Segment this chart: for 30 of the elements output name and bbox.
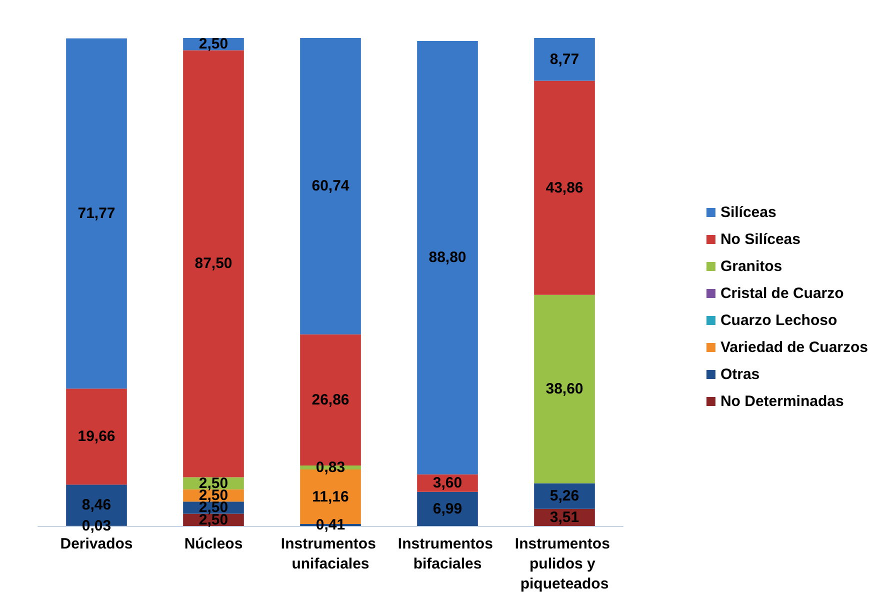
data-label: 60,74 xyxy=(312,178,350,195)
data-label: 6,99 xyxy=(432,500,462,518)
data-label: 2,50 xyxy=(198,36,228,53)
legend-label: Cuarzo Lechoso xyxy=(720,312,838,329)
x-tick-label: Instrumentos pulidos y piqueteados xyxy=(514,536,614,592)
data-label: 3,60 xyxy=(432,474,462,492)
data-label: 38,60 xyxy=(546,380,584,398)
data-label: 5,26 xyxy=(550,488,580,505)
x-tick-label: Núcleos xyxy=(184,536,243,552)
x-tick-label: Derivados xyxy=(60,536,133,552)
data-label: 2,50 xyxy=(198,474,228,492)
legend-label: No Determinadas xyxy=(720,393,844,410)
legend-label: No Silíceas xyxy=(720,231,800,248)
legend-label: Cristal de Cuarzo xyxy=(720,285,844,302)
data-label: 11,16 xyxy=(312,488,349,506)
legend-label: Variedad de Cuarzos xyxy=(720,339,868,356)
data-label: 88,80 xyxy=(428,249,466,266)
legend-label: Silíceas xyxy=(720,204,776,221)
x-tick-label: Instrumentos bifaciales xyxy=(398,536,498,572)
legend-label: Granitos xyxy=(720,258,782,275)
data-label: 87,50 xyxy=(194,255,232,272)
x-tick-label: Instrumentos unifaciales xyxy=(280,536,380,572)
data-label: 3,51 xyxy=(550,508,580,526)
data-label: 26,86 xyxy=(312,391,350,408)
legend-label: Otras xyxy=(720,366,760,383)
data-label: 8,46 xyxy=(82,496,112,514)
data-label: 43,86 xyxy=(546,179,584,196)
data-label: 8,77 xyxy=(550,50,580,68)
data-label: 71,77 xyxy=(78,205,116,222)
data-label: 19,66 xyxy=(78,428,116,446)
